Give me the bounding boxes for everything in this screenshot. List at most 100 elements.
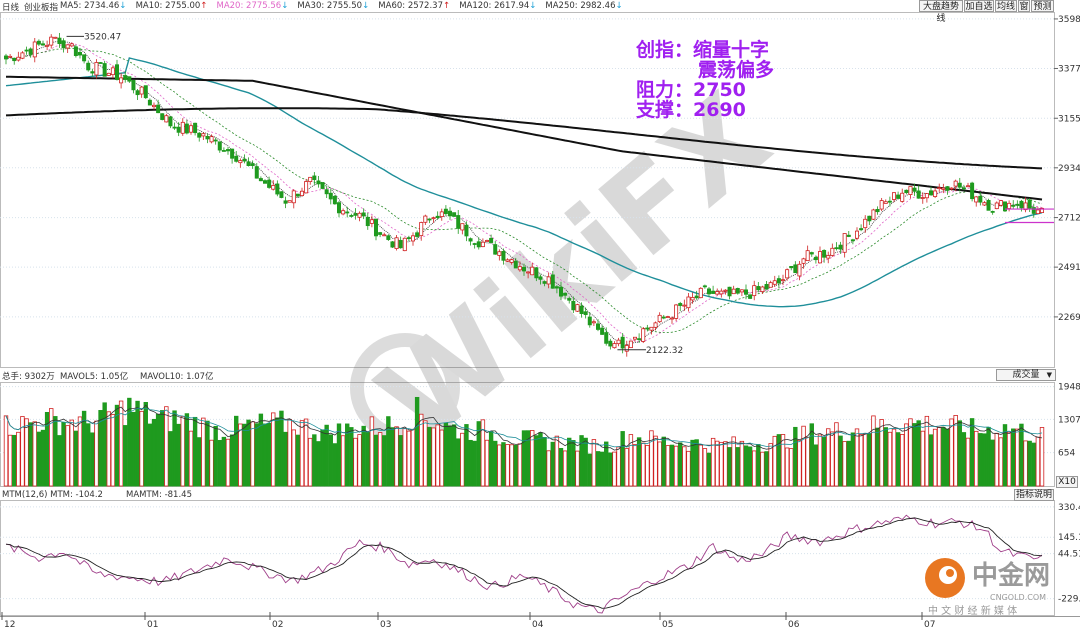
candle-body — [193, 122, 198, 134]
candle-body — [879, 200, 884, 210]
time-tick-label: 05 — [662, 620, 673, 628]
volume-bar — [365, 432, 370, 487]
mtm-line — [5, 514, 1043, 614]
volume-bar — [61, 421, 66, 487]
indicator-help-button[interactable]: 指标说明 — [1014, 489, 1054, 501]
trend-line-button[interactable]: 大盘趋势线 — [919, 0, 963, 24]
indicator-select[interactable]: 成交量 ▼ — [996, 369, 1056, 381]
candle-body — [156, 104, 161, 114]
volume-bar — [188, 430, 194, 487]
volume-bar — [858, 434, 864, 487]
volume-bar — [435, 424, 440, 487]
candle-body — [439, 211, 444, 217]
volume-bar — [883, 427, 888, 487]
candle-body — [115, 64, 120, 80]
indicator-select-label: 成交量 — [1012, 370, 1040, 380]
price-tick-label: 3377 — [1058, 64, 1080, 74]
candle-body — [604, 332, 609, 344]
candle-body — [349, 215, 354, 217]
candle-body — [628, 340, 633, 349]
volume-bar — [229, 434, 235, 487]
volume-bar — [373, 434, 379, 487]
volume-bar — [44, 411, 50, 487]
volume-bar — [20, 416, 25, 487]
volume-bar — [982, 433, 987, 487]
volume-bar — [530, 430, 535, 487]
add-watchlist-button[interactable]: 加自选 — [964, 0, 994, 12]
candle-body — [443, 208, 448, 215]
candle-body — [678, 303, 683, 306]
volume-bar — [928, 434, 934, 487]
candle-body — [846, 234, 851, 237]
candle-body — [312, 175, 317, 180]
volume-bar — [1011, 428, 1016, 487]
candle-body — [670, 317, 675, 320]
candle-body — [990, 210, 995, 213]
volume-bar — [123, 425, 128, 487]
volume-bar — [1006, 431, 1012, 487]
volume-bar — [793, 426, 798, 487]
candle-body — [168, 116, 173, 127]
candle-body — [826, 255, 831, 259]
volume-bar — [147, 423, 153, 487]
volume-bar — [821, 436, 827, 487]
window-button[interactable]: 窗 — [1018, 0, 1030, 12]
candle-body — [538, 276, 543, 280]
candle-body — [464, 224, 469, 237]
ma-label-1: MA10: 2755.00↑ — [135, 1, 208, 11]
high-price-label: 3520.47 — [84, 32, 121, 42]
ma-trend-arrow-icon: ↓ — [362, 1, 370, 11]
volume-bar — [974, 430, 979, 487]
candle-body — [299, 190, 304, 197]
volume-bar — [710, 437, 716, 487]
candle-body — [546, 276, 551, 285]
volume-bar — [558, 447, 564, 487]
candle-body — [900, 192, 905, 202]
volume-bar — [390, 427, 395, 487]
candle-body — [65, 44, 70, 49]
candle-body — [522, 266, 527, 272]
candle-body — [423, 215, 428, 223]
mavol10-line — [5, 407, 1043, 448]
candle-body — [571, 300, 576, 311]
volume-bar — [472, 440, 477, 487]
volume-bar — [768, 443, 773, 487]
candle-body — [596, 323, 601, 330]
volume-bar — [875, 427, 880, 487]
volume-bar — [49, 408, 54, 487]
candle-body — [28, 48, 33, 55]
ma-button[interactable]: 均线 — [995, 0, 1017, 12]
volume-bar — [686, 450, 691, 487]
candle-body — [361, 212, 366, 217]
candle-body — [86, 62, 91, 71]
candle-body — [957, 182, 962, 188]
volume-bar — [456, 438, 461, 487]
candle-body — [682, 304, 687, 307]
volume-bar — [402, 427, 407, 487]
candle-body — [986, 199, 991, 211]
volume-bar — [98, 410, 103, 487]
candle-body — [723, 289, 728, 292]
candle-body — [225, 149, 230, 152]
volume-bar — [891, 428, 897, 487]
volume-bar — [468, 439, 473, 487]
forecast-button[interactable]: 预测 — [1031, 0, 1054, 12]
volume-bar — [916, 420, 921, 487]
volume-bar — [308, 437, 313, 487]
volume-bar — [86, 423, 91, 487]
candle-body — [452, 212, 457, 217]
volume-bar — [961, 432, 967, 487]
volume-bar — [394, 426, 399, 487]
time-tick-label: 06 — [788, 620, 800, 628]
candle-body — [489, 237, 494, 243]
candle-body — [517, 266, 522, 271]
volume-scale-button[interactable]: X10 — [1056, 476, 1078, 488]
volume-bar — [12, 434, 17, 487]
candle-body — [920, 197, 925, 199]
volume-bar — [361, 425, 366, 487]
candle-body — [230, 148, 235, 159]
mavol5-line — [5, 404, 1043, 451]
volume-bar — [694, 439, 699, 487]
volume-bar — [295, 434, 301, 487]
candle-body — [698, 287, 703, 299]
